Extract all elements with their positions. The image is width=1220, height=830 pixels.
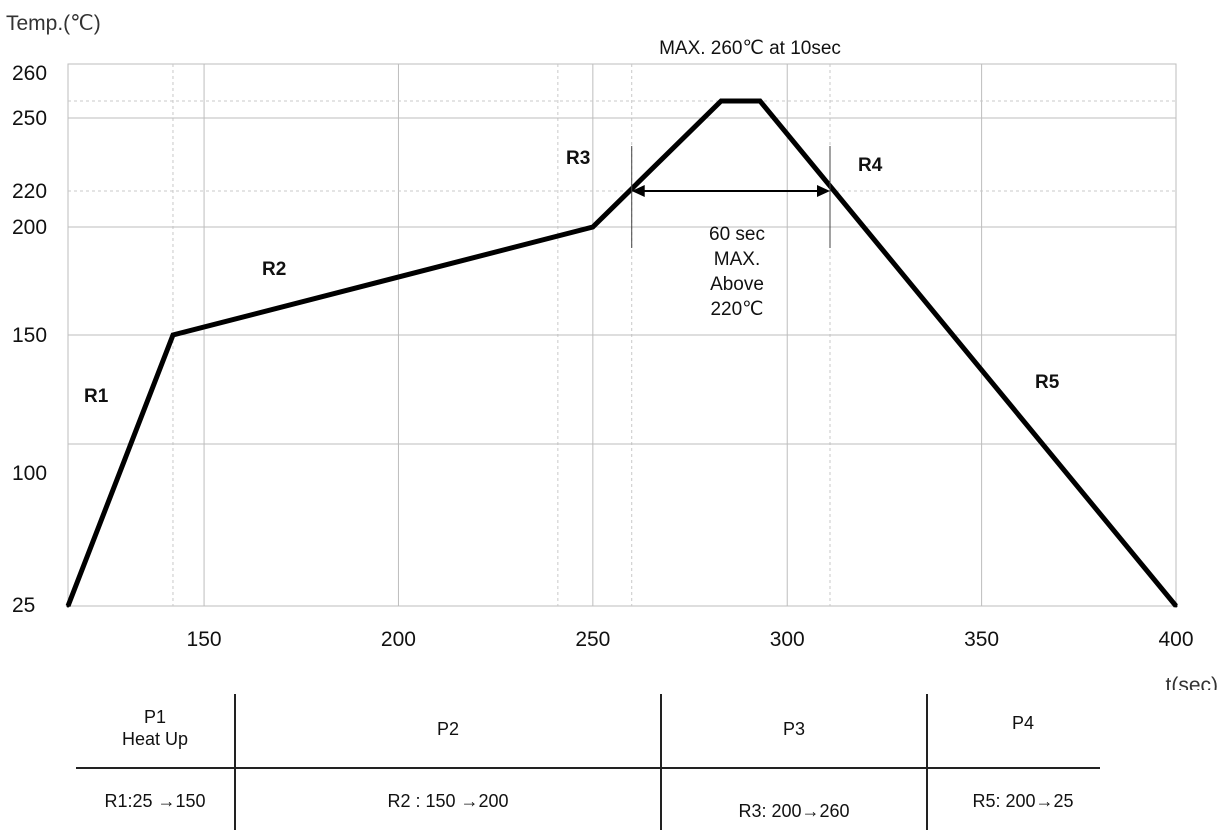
region-label-r1: R1: [84, 386, 109, 407]
phase-p4-header: P4: [1011, 713, 1035, 733]
phase-p2-rate: R2 : 150 →200: [387, 791, 509, 811]
phase-p4-rate: R5: 200→25: [972, 791, 1074, 811]
duration-note-line1: 60 sec: [709, 224, 765, 245]
region-label-r4: R4: [858, 155, 883, 176]
y-axis-title: Temp.(℃): [6, 12, 101, 35]
axis-ticks: 150 200 250 300 350 400 25 100 150 200 220 250 260: [12, 62, 1194, 651]
peak-annotation: MAX. 260℃ at 10sec: [659, 38, 841, 59]
phase-table-separator: [660, 694, 662, 830]
region-label-r5: R5: [1035, 372, 1060, 393]
y-tick-label: 25: [12, 594, 35, 617]
phase-table-separator: [926, 694, 928, 830]
profile-point: [171, 333, 175, 337]
profile-point: [719, 99, 723, 103]
chart-marks: [65, 98, 1178, 608]
y-tick-label: 220: [12, 180, 47, 203]
duration-note-line3: Above: [710, 274, 764, 295]
phase-table-separator: [234, 694, 236, 830]
phase-p1-rate: R1:25 →150: [104, 791, 206, 811]
grid-lines: [67, 63, 1177, 607]
phase-p1-header: P1 Heat Up: [76, 706, 234, 750]
region-label-r3: R3: [566, 148, 590, 169]
y-tick-label: 200: [12, 216, 47, 239]
y-tick-label: 100: [12, 462, 47, 485]
x-tick-label: 250: [575, 628, 610, 651]
region-label-r2: R2: [262, 259, 286, 280]
x-tick-label: 400: [1158, 628, 1193, 651]
profile-point: [66, 604, 70, 608]
phase-p1-sub: Heat Up: [121, 729, 189, 749]
duration-note-line4: 220℃: [710, 299, 763, 320]
phase-p3-rate: R3: 200→260: [738, 801, 850, 821]
profile-point: [1174, 604, 1178, 608]
span-arrow-head-right: [816, 185, 830, 197]
y-tick-label: 260: [12, 62, 47, 85]
y-tick-label: 250: [12, 107, 47, 130]
duration-note-line2: MAX.: [714, 249, 760, 270]
x-axis-title: t(sec): [1166, 674, 1219, 690]
reflow-chart: 150 200 250 300 350 400 25 100 150 200 220 250 260 T…: [6, 12, 1219, 690]
profile-point: [758, 99, 762, 103]
phase-p1-name: P1: [143, 707, 167, 727]
x-tick-label: 200: [381, 628, 416, 651]
profile-point: [591, 225, 595, 229]
span-arrow-head-left: [631, 185, 645, 197]
x-tick-label: 300: [770, 628, 805, 651]
profile-line: [65, 98, 1178, 608]
phase-p3-header: P3: [782, 719, 806, 739]
y-tick-label: 150: [12, 324, 47, 347]
phase-p2-header: P2: [436, 719, 460, 739]
phase-table-divider: [76, 767, 1100, 769]
x-tick-label: 150: [187, 628, 222, 651]
x-tick-label: 350: [964, 628, 999, 651]
